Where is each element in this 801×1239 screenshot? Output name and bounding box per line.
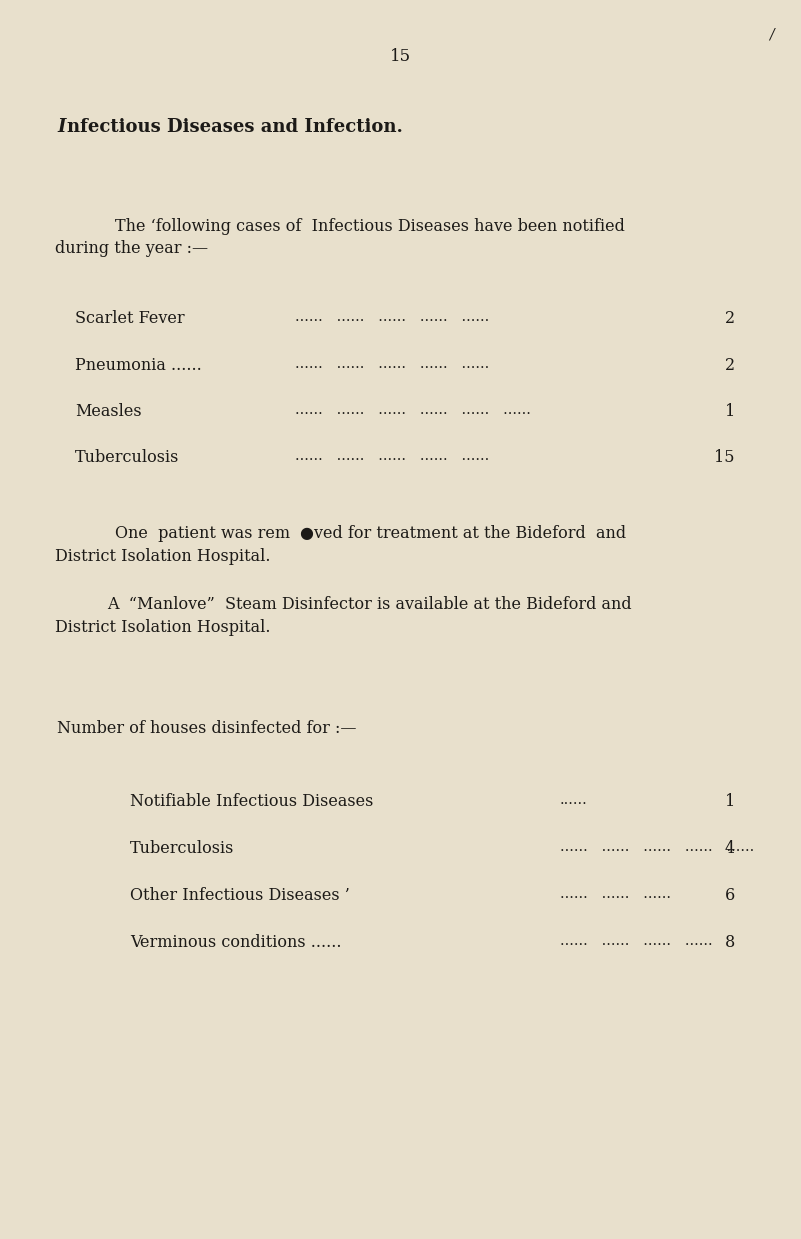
Text: 15: 15	[390, 48, 411, 64]
Text: ......   ......   ......: ...... ...... ......	[560, 887, 671, 901]
Text: 2: 2	[725, 357, 735, 374]
Text: Measles: Measles	[75, 403, 142, 420]
Text: 4: 4	[725, 840, 735, 857]
Text: 2: 2	[725, 310, 735, 327]
Text: /: /	[769, 28, 773, 42]
Text: Notifiable Infectious Diseases: Notifiable Infectious Diseases	[130, 793, 373, 810]
Text: 1: 1	[725, 793, 735, 810]
Text: I: I	[57, 118, 66, 136]
Text: ......   ......   ......   ......   ......   ......: ...... ...... ...... ...... ...... .....…	[295, 403, 531, 418]
Text: during the year :—: during the year :—	[55, 240, 208, 256]
Text: ......   ......   ......   ......: ...... ...... ...... ......	[560, 934, 713, 948]
Text: 1: 1	[725, 403, 735, 420]
Text: Tuberculosis: Tuberculosis	[75, 449, 179, 466]
Text: ......   ......   ......   ......   ......: ...... ...... ...... ...... ......	[560, 840, 755, 854]
Text: One  patient was rem: One patient was rem	[115, 525, 290, 541]
Text: ......   ......   ......   ......   ......: ...... ...... ...... ...... ......	[295, 357, 489, 370]
Text: District Isolation Hospital.: District Isolation Hospital.	[55, 548, 271, 565]
Text: District Isolation Hospital.: District Isolation Hospital.	[55, 620, 271, 636]
Text: A  “Manlove”  Steam Disinfector is available at the Bideford and: A “Manlove” Steam Disinfector is availab…	[107, 596, 632, 613]
Text: ......: ......	[560, 793, 588, 807]
Text: Scarlet Fever: Scarlet Fever	[75, 310, 184, 327]
Text: 6: 6	[725, 887, 735, 904]
Text: Number of houses disinfected for :—: Number of houses disinfected for :—	[57, 720, 356, 737]
Text: Pneumonia ......: Pneumonia ......	[75, 357, 202, 374]
Text: ......   ......   ......   ......   ......: ...... ...... ...... ...... ......	[295, 449, 489, 463]
Text: Verminous conditions ......: Verminous conditions ......	[130, 934, 341, 952]
Text: Other Infectious Diseases ’: Other Infectious Diseases ’	[130, 887, 350, 904]
Text: The ‘following cases of  Infectious Diseases have been notified: The ‘following cases of Infectious Disea…	[115, 218, 625, 235]
Text: ......   ......   ......   ......   ......: ...... ...... ...... ...... ......	[295, 310, 489, 325]
Text: ●ved for treatment at the Bideford  and: ●ved for treatment at the Bideford and	[300, 525, 626, 541]
Text: nfectious Diseases and Infection.: nfectious Diseases and Infection.	[67, 118, 403, 136]
Text: 8: 8	[725, 934, 735, 952]
Text: Tuberculosis: Tuberculosis	[130, 840, 235, 857]
Text: 15: 15	[714, 449, 735, 466]
